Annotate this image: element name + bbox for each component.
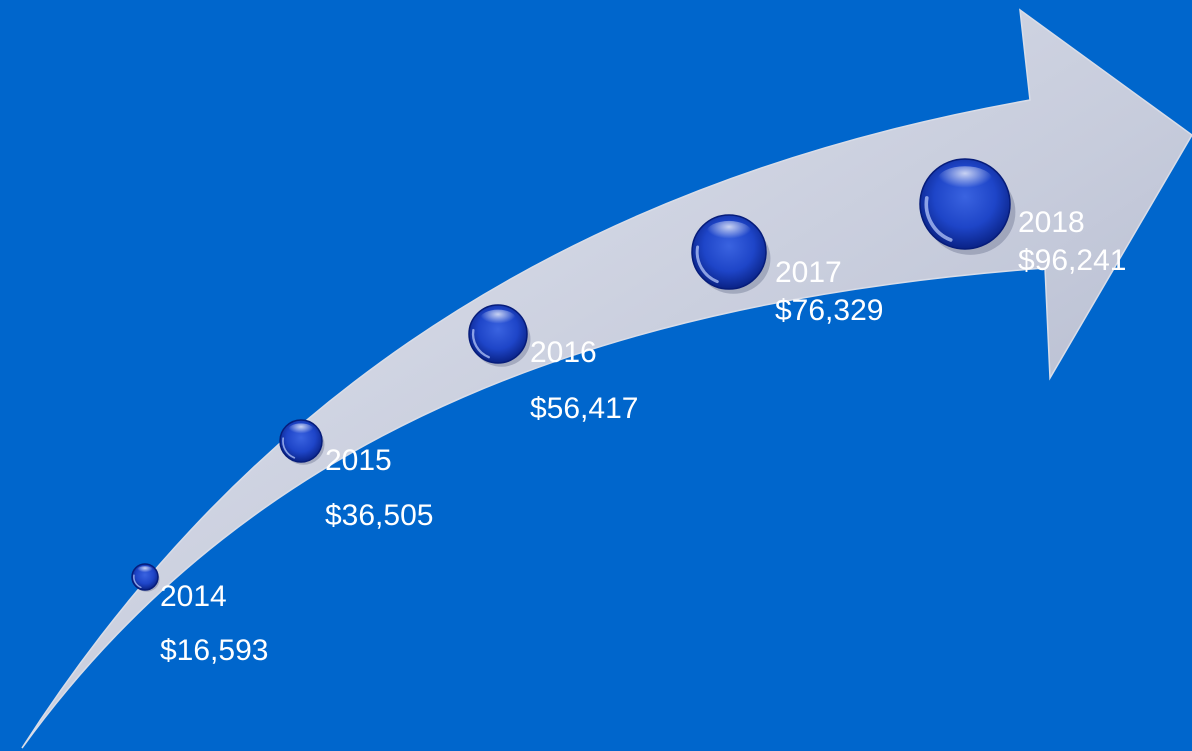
label-2017-amount: $76,329: [775, 294, 884, 327]
label-2015-year: 2015: [325, 444, 392, 477]
bubble-2018: [919, 158, 1016, 255]
label-2018-amount: $96,241: [1018, 244, 1127, 277]
label-2014-year: 2014: [160, 580, 227, 613]
label-2018-year: 2018: [1018, 206, 1085, 239]
label-2014-amount: $16,593: [160, 634, 269, 667]
label-2016-amount: $56,417: [530, 392, 639, 425]
bubble-2016: [468, 304, 531, 367]
label-2016-year: 2016: [530, 336, 597, 369]
bubble-2015: [279, 419, 325, 465]
label-2017-year: 2017: [775, 256, 842, 289]
label-2015-amount: $36,505: [325, 499, 434, 532]
bubble-2014: [131, 563, 160, 592]
bubble-2017: [691, 214, 771, 294]
growth-arrow: [21, 8, 1192, 749]
